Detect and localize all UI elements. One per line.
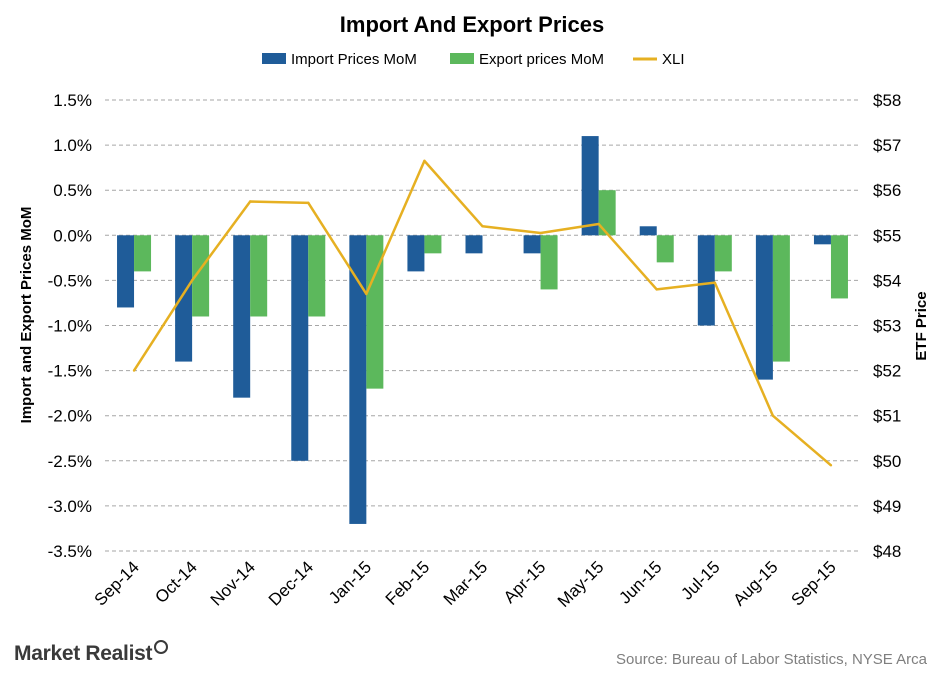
x-tick-label: May-15	[554, 557, 608, 611]
logo-text: Market Realist	[14, 642, 153, 665]
x-tick-label: Nov-14	[207, 557, 259, 609]
import-bar	[407, 235, 425, 272]
legend-swatch-export	[450, 53, 474, 64]
xli-point	[597, 222, 600, 226]
y-tick-right-label: $57	[873, 136, 901, 155]
xli-point	[655, 288, 658, 291]
import-bar	[175, 235, 193, 362]
import-bar	[581, 136, 599, 236]
x-tick-label: Apr-15	[500, 557, 550, 607]
legend: Import Prices MoM Export prices MoM XLI	[262, 51, 685, 68]
y-tick-right-label: $58	[873, 91, 901, 110]
y-tick-left-label: 1.5%	[53, 91, 92, 110]
bars	[117, 136, 848, 524]
gridlines	[105, 99, 860, 552]
import-bar	[349, 235, 367, 524]
import-bar	[755, 235, 773, 380]
import-bar	[697, 235, 715, 326]
x-tick-label: Sep-14	[91, 557, 143, 609]
y-tick-left-label: 0.0%	[53, 226, 92, 245]
x-tick-label: Mar-15	[440, 557, 492, 609]
x-tick-label: Sep-15	[788, 557, 840, 609]
xli-point	[481, 225, 484, 228]
y-axis-right-title: ETF Price	[913, 291, 930, 360]
import-bar	[291, 235, 309, 461]
import-bar	[117, 235, 135, 308]
x-tick-label: Jan-15	[325, 557, 375, 607]
export-bar	[250, 235, 268, 317]
export-bar	[134, 235, 152, 272]
y-tick-left-label: -3.0%	[48, 497, 92, 516]
y-axis-left-title: Import and Export Prices MoM	[18, 207, 35, 424]
xli-point	[539, 231, 542, 235]
export-bar	[656, 235, 674, 263]
x-tick-label: Oct-14	[151, 557, 201, 607]
xli-point	[190, 279, 194, 282]
y-axis-right-ticks: $58 $57 $56 $55 $54 $53 $52 $51 $50 $49 $48	[873, 91, 901, 561]
chart-title: Import And Export Prices	[340, 12, 604, 37]
y-tick-right-label: $48	[873, 542, 901, 561]
market-realist-logo: Market Realist	[14, 640, 169, 666]
y-tick-right-label: $52	[873, 362, 901, 381]
export-bar	[366, 235, 384, 389]
xli-point	[713, 281, 717, 284]
y-tick-right-label: $54	[873, 271, 901, 290]
export-bar	[540, 235, 558, 290]
xli-point	[132, 369, 136, 372]
export-bar	[598, 190, 616, 236]
export-bar	[830, 235, 848, 299]
export-bar	[308, 235, 326, 317]
y-axis-left-ticks: 1.5% 1.0% 0.5% 0.0% -0.5% -1.0% -1.5% -2.0% -2.5…	[48, 91, 92, 561]
import-bar	[639, 226, 657, 236]
x-tick-label: Dec-14	[265, 557, 317, 609]
legend-swatch-import	[262, 53, 286, 64]
import-bar	[523, 235, 541, 254]
x-axis-ticks: Sep-14 Oct-14 Nov-14 Dec-14 Jan-15 Feb-15 Mar-…	[91, 557, 840, 611]
y-tick-left-label: -0.5%	[48, 271, 92, 290]
x-tick-label: Feb-15	[382, 557, 434, 609]
y-tick-left-label: -3.5%	[48, 542, 92, 561]
y-tick-left-label: -2.5%	[48, 452, 92, 471]
xli-point	[248, 200, 252, 203]
y-tick-left-label: 0.5%	[53, 181, 92, 200]
export-bar	[714, 235, 732, 272]
y-tick-right-label: $56	[873, 181, 901, 200]
legend-label-export: Export prices MoM	[479, 51, 604, 68]
export-bar	[192, 235, 210, 317]
xli-point	[771, 414, 775, 417]
xli-point	[307, 201, 310, 205]
magnifier-icon	[154, 640, 169, 654]
y-tick-left-label: 1.0%	[53, 136, 92, 155]
x-tick-label: Aug-15	[730, 557, 782, 609]
legend-label-xli: XLI	[662, 51, 685, 68]
y-tick-right-label: $50	[873, 452, 901, 471]
y-tick-right-label: $55	[873, 226, 901, 245]
xli-line-group	[132, 159, 833, 467]
xli-point	[365, 292, 368, 296]
export-bar	[772, 235, 790, 362]
import-bar	[813, 235, 831, 245]
y-tick-right-label: $53	[873, 317, 901, 336]
export-bar	[424, 235, 442, 254]
y-tick-left-label: -2.0%	[48, 407, 92, 426]
y-tick-left-label: -1.5%	[48, 362, 92, 381]
xli-point	[829, 464, 833, 467]
import-bar	[233, 235, 251, 398]
xli-point	[423, 159, 426, 163]
x-tick-label: Jul-15	[677, 557, 723, 603]
source-note: Source: Bureau of Labor Statistics, NYSE…	[616, 651, 927, 668]
y-tick-left-label: -1.0%	[48, 317, 92, 336]
x-tick-label: Jun-15	[615, 557, 665, 607]
y-tick-right-label: $51	[873, 407, 901, 426]
legend-label-import: Import Prices MoM	[291, 51, 417, 68]
y-tick-right-label: $49	[873, 497, 901, 516]
import-bar	[465, 235, 483, 254]
